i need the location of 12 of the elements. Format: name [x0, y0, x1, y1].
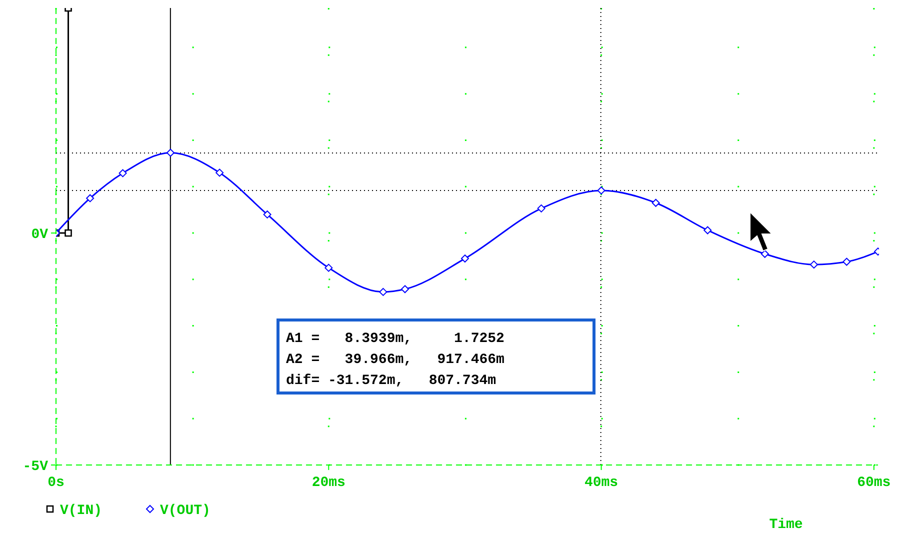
x-tick-label: 40ms [584, 475, 618, 491]
x-axis-title: Time [769, 517, 803, 533]
x-tick-label: 60ms [857, 475, 891, 491]
annotation: dif= -31.572m, 807.734m [286, 373, 496, 389]
legend-label: V(OUT) [160, 503, 210, 519]
y-tick-label: -5V [22, 459, 49, 475]
x-tick-label: 20ms [312, 475, 346, 491]
legend-label: V(IN) [60, 503, 102, 519]
annotation: A2 = 39.966m, 917.466m [286, 352, 504, 368]
annotation: A1 = 8.3939m, 1.7252 [286, 331, 504, 347]
y-tick-label: 0V [31, 227, 49, 244]
x-tick-label: 0s [48, 475, 64, 491]
